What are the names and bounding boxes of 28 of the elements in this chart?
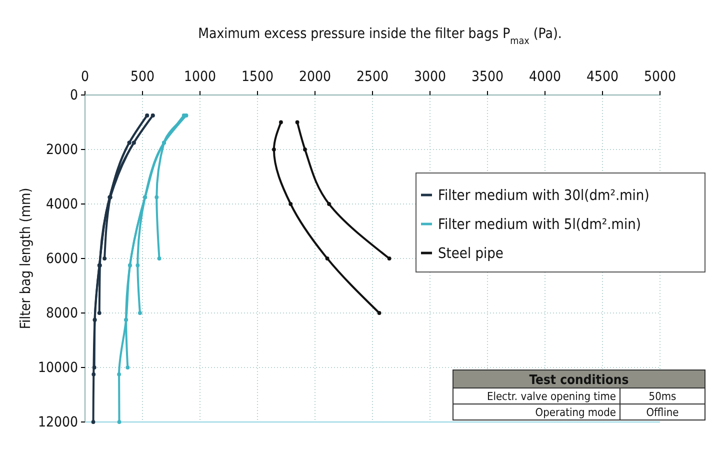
annotation: Electr. valve opening time — [486, 390, 616, 403]
x-tick-label: 1000 — [184, 69, 216, 85]
y-tick-label: 12000 — [38, 414, 78, 430]
x-tick-label: 3000 — [414, 69, 446, 85]
x-tick-label: 4000 — [528, 69, 562, 85]
y-tick-label: 10000 — [38, 360, 78, 376]
x-tick-label: 3500 — [471, 69, 504, 85]
annotation: Operating mode — [535, 406, 616, 419]
x-tick-label: 4500 — [586, 69, 619, 85]
x-axis-title: Maximum excess pressure inside the filter bags P$_{max}$ (Pa). — [198, 26, 562, 46]
x-tick-label: 1500 — [241, 69, 274, 85]
y-tick-label: 2000 — [46, 142, 78, 158]
legend-label: Filter medium with 30l(dm².min) — [438, 188, 650, 204]
x-tick-label: 2000 — [298, 69, 332, 85]
annotation: Offline — [646, 406, 679, 419]
y-tick-label: 8000 — [46, 305, 78, 322]
annotation: Test conditions — [529, 373, 629, 388]
y-tick-label: 6000 — [46, 250, 78, 267]
legend-label: Steel pipe — [438, 246, 504, 262]
y-axis-title: Filter bag length (mm) — [18, 188, 34, 330]
x-tick-label: 2500 — [356, 69, 389, 85]
annotation: 50ms — [648, 390, 676, 403]
y-tick-label: 0 — [70, 87, 78, 104]
x-tick-label: 500 — [130, 69, 155, 85]
x-tick-label: 0 — [80, 69, 90, 85]
legend-label: Filter medium with 5l(dm².min) — [438, 217, 641, 233]
y-tick-label: 4000 — [46, 196, 78, 212]
x-tick-label: 5000 — [644, 69, 676, 85]
